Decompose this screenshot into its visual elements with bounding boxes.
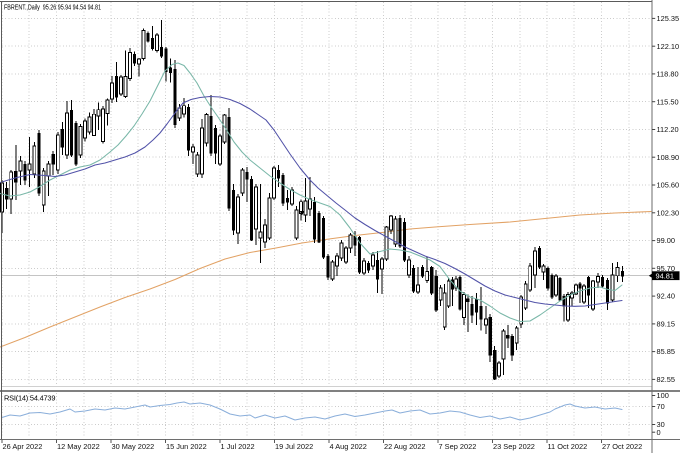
svg-text:19 Jul 2022: 19 Jul 2022 bbox=[275, 442, 313, 451]
svg-text:15 Jun 2022: 15 Jun 2022 bbox=[166, 442, 207, 451]
svg-text:23 Sep 2022: 23 Sep 2022 bbox=[493, 442, 535, 451]
svg-text:112.20: 112.20 bbox=[657, 125, 679, 134]
svg-text:92.40: 92.40 bbox=[657, 292, 676, 301]
svg-text:22 Aug 2022: 22 Aug 2022 bbox=[384, 442, 426, 451]
svg-text:70: 70 bbox=[657, 402, 665, 411]
svg-text:30 May 2022: 30 May 2022 bbox=[112, 442, 155, 451]
svg-text:7 Sep 2022: 7 Sep 2022 bbox=[439, 442, 477, 451]
svg-text:100: 100 bbox=[657, 391, 669, 400]
svg-text:89.15: 89.15 bbox=[657, 320, 676, 329]
svg-text:82.55: 82.55 bbox=[657, 375, 676, 384]
svg-text:99.00: 99.00 bbox=[657, 236, 676, 245]
svg-text:118.80: 118.80 bbox=[657, 70, 679, 79]
svg-text:1 Jul 2022: 1 Jul 2022 bbox=[221, 442, 255, 451]
svg-text:115.50: 115.50 bbox=[657, 97, 679, 106]
svg-text:12 May 2022: 12 May 2022 bbox=[57, 442, 100, 451]
svg-text:27 Oct 2022: 27 Oct 2022 bbox=[602, 442, 642, 451]
svg-text:11 Oct 2022: 11 Oct 2022 bbox=[548, 442, 588, 451]
svg-text:122.10: 122.10 bbox=[657, 42, 680, 51]
svg-text:RSI(14) 54.4739: RSI(14) 54.4739 bbox=[4, 394, 55, 403]
svg-text:4 Aug 2022: 4 Aug 2022 bbox=[330, 442, 367, 451]
svg-text:FBRENT.,Daily 95.26 95.94 94.: FBRENT.,Daily 95.26 95.94 94.54 94.81 bbox=[4, 2, 101, 11]
svg-text:26 Apr 2022: 26 Apr 2022 bbox=[3, 442, 43, 451]
svg-text:94.81: 94.81 bbox=[656, 271, 675, 280]
svg-text:102.30: 102.30 bbox=[657, 208, 680, 217]
svg-text:125.35: 125.35 bbox=[657, 14, 680, 23]
svg-text:85.85: 85.85 bbox=[657, 347, 676, 356]
svg-text:95.70: 95.70 bbox=[657, 264, 676, 273]
svg-text:0: 0 bbox=[657, 428, 661, 437]
svg-text:108.90: 108.90 bbox=[657, 153, 680, 162]
svg-text:105.60: 105.60 bbox=[657, 181, 680, 190]
svg-text:30: 30 bbox=[657, 420, 665, 429]
